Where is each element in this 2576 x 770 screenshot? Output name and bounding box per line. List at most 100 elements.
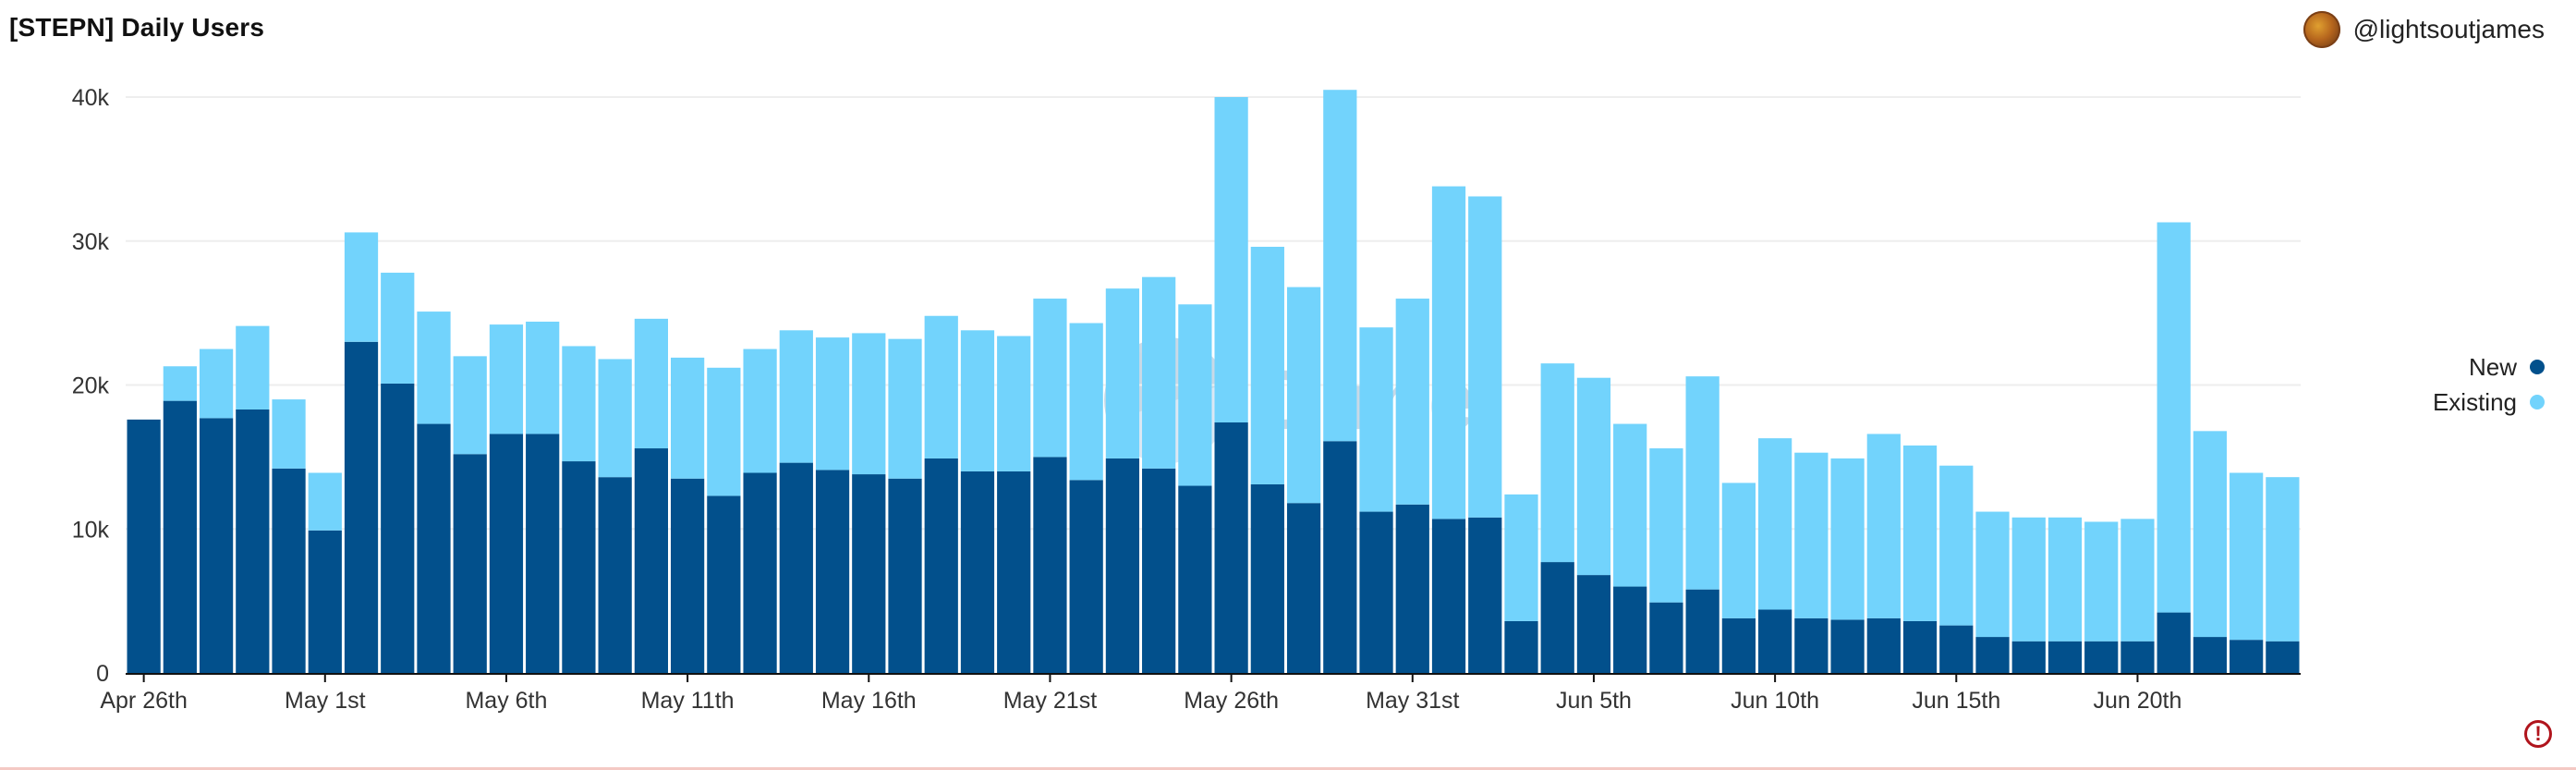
bar-new-42[interactable]: [1649, 602, 1683, 673]
bar-new-5[interactable]: [308, 530, 342, 673]
bar-existing-20[interactable]: [852, 333, 886, 475]
bar-new-34[interactable]: [1359, 511, 1393, 673]
bar-existing-47[interactable]: [1830, 458, 1865, 620]
bar-existing-17[interactable]: [743, 348, 777, 473]
bar-existing-56[interactable]: [2157, 222, 2191, 613]
bar-existing-21[interactable]: [888, 338, 922, 479]
bar-new-23[interactable]: [960, 471, 995, 673]
bar-existing-6[interactable]: [344, 232, 379, 342]
bar-existing-34[interactable]: [1359, 327, 1393, 512]
bar-new-44[interactable]: [1721, 617, 1756, 673]
bar-new-22[interactable]: [924, 458, 958, 673]
bar-new-29[interactable]: [1178, 485, 1212, 673]
bar-new-51[interactable]: [1975, 637, 2010, 673]
bar-existing-27[interactable]: [1105, 288, 1140, 458]
bar-new-18[interactable]: [779, 462, 813, 673]
bar-new-2[interactable]: [199, 418, 234, 673]
bar-new-59[interactable]: [2266, 641, 2300, 673]
bar-new-48[interactable]: [1866, 617, 1901, 673]
bar-new-26[interactable]: [1069, 480, 1103, 673]
bar-new-55[interactable]: [2120, 641, 2155, 673]
bar-existing-50[interactable]: [1939, 465, 1974, 626]
bar-new-33[interactable]: [1323, 441, 1357, 673]
bar-existing-5[interactable]: [308, 472, 342, 531]
bar-existing-43[interactable]: [1685, 376, 1719, 590]
bar-existing-52[interactable]: [2011, 517, 2046, 642]
bar-existing-13[interactable]: [598, 359, 632, 478]
bar-existing-48[interactable]: [1866, 434, 1901, 618]
bar-existing-8[interactable]: [417, 312, 451, 424]
bar-new-47[interactable]: [1830, 619, 1865, 673]
bar-existing-3[interactable]: [236, 325, 270, 409]
bar-new-10[interactable]: [489, 434, 524, 673]
bar-existing-32[interactable]: [1286, 287, 1321, 504]
bar-new-49[interactable]: [1902, 620, 1938, 673]
bar-new-50[interactable]: [1939, 625, 1974, 673]
bar-new-30[interactable]: [1214, 422, 1248, 673]
bar-existing-33[interactable]: [1323, 90, 1357, 442]
bar-new-35[interactable]: [1395, 504, 1429, 673]
bar-new-38[interactable]: [1504, 620, 1538, 673]
bar-existing-49[interactable]: [1902, 445, 1938, 621]
bar-new-31[interactable]: [1250, 483, 1284, 673]
bar-new-32[interactable]: [1286, 503, 1321, 673]
bar-existing-31[interactable]: [1250, 246, 1284, 484]
bar-existing-10[interactable]: [489, 324, 524, 434]
bar-new-7[interactable]: [381, 383, 415, 673]
bar-new-24[interactable]: [997, 471, 1031, 673]
bar-new-15[interactable]: [671, 478, 705, 673]
bar-existing-35[interactable]: [1395, 299, 1429, 505]
bar-new-41[interactable]: [1613, 586, 1647, 673]
bar-existing-37[interactable]: [1468, 196, 1502, 518]
bar-new-40[interactable]: [1576, 575, 1611, 673]
bar-existing-57[interactable]: [2193, 431, 2228, 638]
bar-new-21[interactable]: [888, 478, 922, 673]
bar-new-36[interactable]: [1431, 519, 1466, 673]
bar-new-14[interactable]: [634, 448, 668, 673]
bar-existing-23[interactable]: [960, 330, 995, 471]
bar-new-56[interactable]: [2157, 612, 2191, 673]
bar-existing-44[interactable]: [1721, 483, 1756, 618]
bar-existing-19[interactable]: [815, 337, 850, 471]
bar-existing-16[interactable]: [707, 367, 741, 496]
bar-existing-30[interactable]: [1214, 97, 1248, 422]
bar-new-20[interactable]: [852, 474, 886, 673]
bar-new-28[interactable]: [1142, 468, 1176, 673]
bar-existing-54[interactable]: [2084, 521, 2119, 642]
bar-existing-11[interactable]: [526, 321, 560, 434]
bar-existing-24[interactable]: [997, 336, 1031, 471]
bar-new-8[interactable]: [417, 423, 451, 673]
bar-existing-53[interactable]: [2047, 517, 2083, 642]
bar-existing-51[interactable]: [1975, 511, 2010, 638]
bar-new-46[interactable]: [1794, 617, 1829, 673]
bar-existing-7[interactable]: [381, 273, 415, 384]
bar-existing-1[interactable]: [163, 366, 197, 401]
bar-existing-58[interactable]: [2230, 472, 2264, 641]
bar-new-52[interactable]: [2011, 641, 2046, 673]
bar-new-58[interactable]: [2230, 640, 2264, 673]
bar-new-39[interactable]: [1540, 562, 1574, 673]
author-link[interactable]: @lightsoutjames: [2303, 11, 2545, 48]
bar-new-25[interactable]: [1033, 457, 1067, 673]
bar-new-13[interactable]: [598, 477, 632, 673]
bar-new-1[interactable]: [163, 400, 197, 673]
bar-existing-2[interactable]: [199, 348, 234, 419]
bar-existing-42[interactable]: [1649, 448, 1683, 603]
bar-existing-9[interactable]: [453, 356, 487, 455]
bar-new-6[interactable]: [344, 341, 379, 673]
bar-existing-46[interactable]: [1794, 452, 1829, 618]
bar-new-11[interactable]: [526, 434, 560, 673]
bar-existing-55[interactable]: [2120, 519, 2155, 642]
bar-existing-22[interactable]: [924, 315, 958, 458]
bar-new-19[interactable]: [815, 470, 850, 673]
bar-existing-14[interactable]: [634, 318, 668, 449]
bar-existing-41[interactable]: [1613, 423, 1647, 587]
bar-existing-26[interactable]: [1069, 323, 1103, 481]
bar-existing-25[interactable]: [1033, 299, 1067, 458]
bar-new-27[interactable]: [1105, 458, 1140, 673]
legend-item-new[interactable]: New: [2433, 349, 2545, 385]
bar-new-4[interactable]: [272, 468, 306, 673]
bar-new-0[interactable]: [127, 419, 161, 673]
bar-new-37[interactable]: [1468, 517, 1502, 673]
bar-new-17[interactable]: [743, 472, 777, 673]
